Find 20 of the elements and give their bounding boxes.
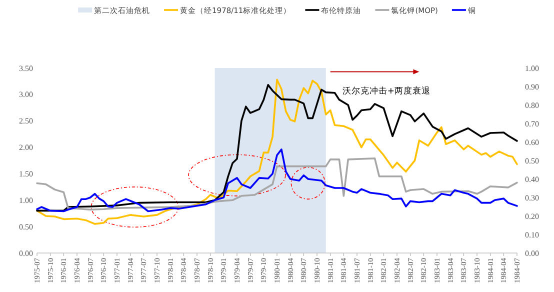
y-tick-label: 3.00	[19, 90, 33, 100]
y-tick-label: 1.50	[19, 170, 33, 179]
y2-tick-label: 1.00	[525, 64, 539, 73]
y2-tick-label: 0.50	[525, 156, 539, 166]
y2-tick-label: 0.40	[525, 174, 539, 184]
y-tick-label: 2.50	[19, 116, 33, 126]
y-tick-label: 3.50	[19, 64, 33, 73]
y2-tick-label: 0.20	[525, 212, 539, 221]
y-tick-label: 2.00	[19, 143, 33, 152]
y-tick-label: 0.50	[19, 222, 33, 232]
y2-tick-label: 0.00	[525, 248, 539, 258]
y-tick-label: 0.00	[19, 248, 33, 258]
y2-tick-label: 0.90	[525, 82, 539, 92]
y2-tick-label: 0.30	[525, 193, 539, 202]
y2-tick-label: 0.70	[525, 119, 539, 128]
y2-tick-label: 0.10	[525, 230, 539, 240]
y-tick-label: 1.00	[19, 196, 33, 205]
y2-tick-label: 0.60	[525, 138, 539, 147]
annotation: 沃尔克冲击+两度衰退	[342, 86, 430, 97]
y2-tick-label: 0.80	[525, 100, 539, 110]
